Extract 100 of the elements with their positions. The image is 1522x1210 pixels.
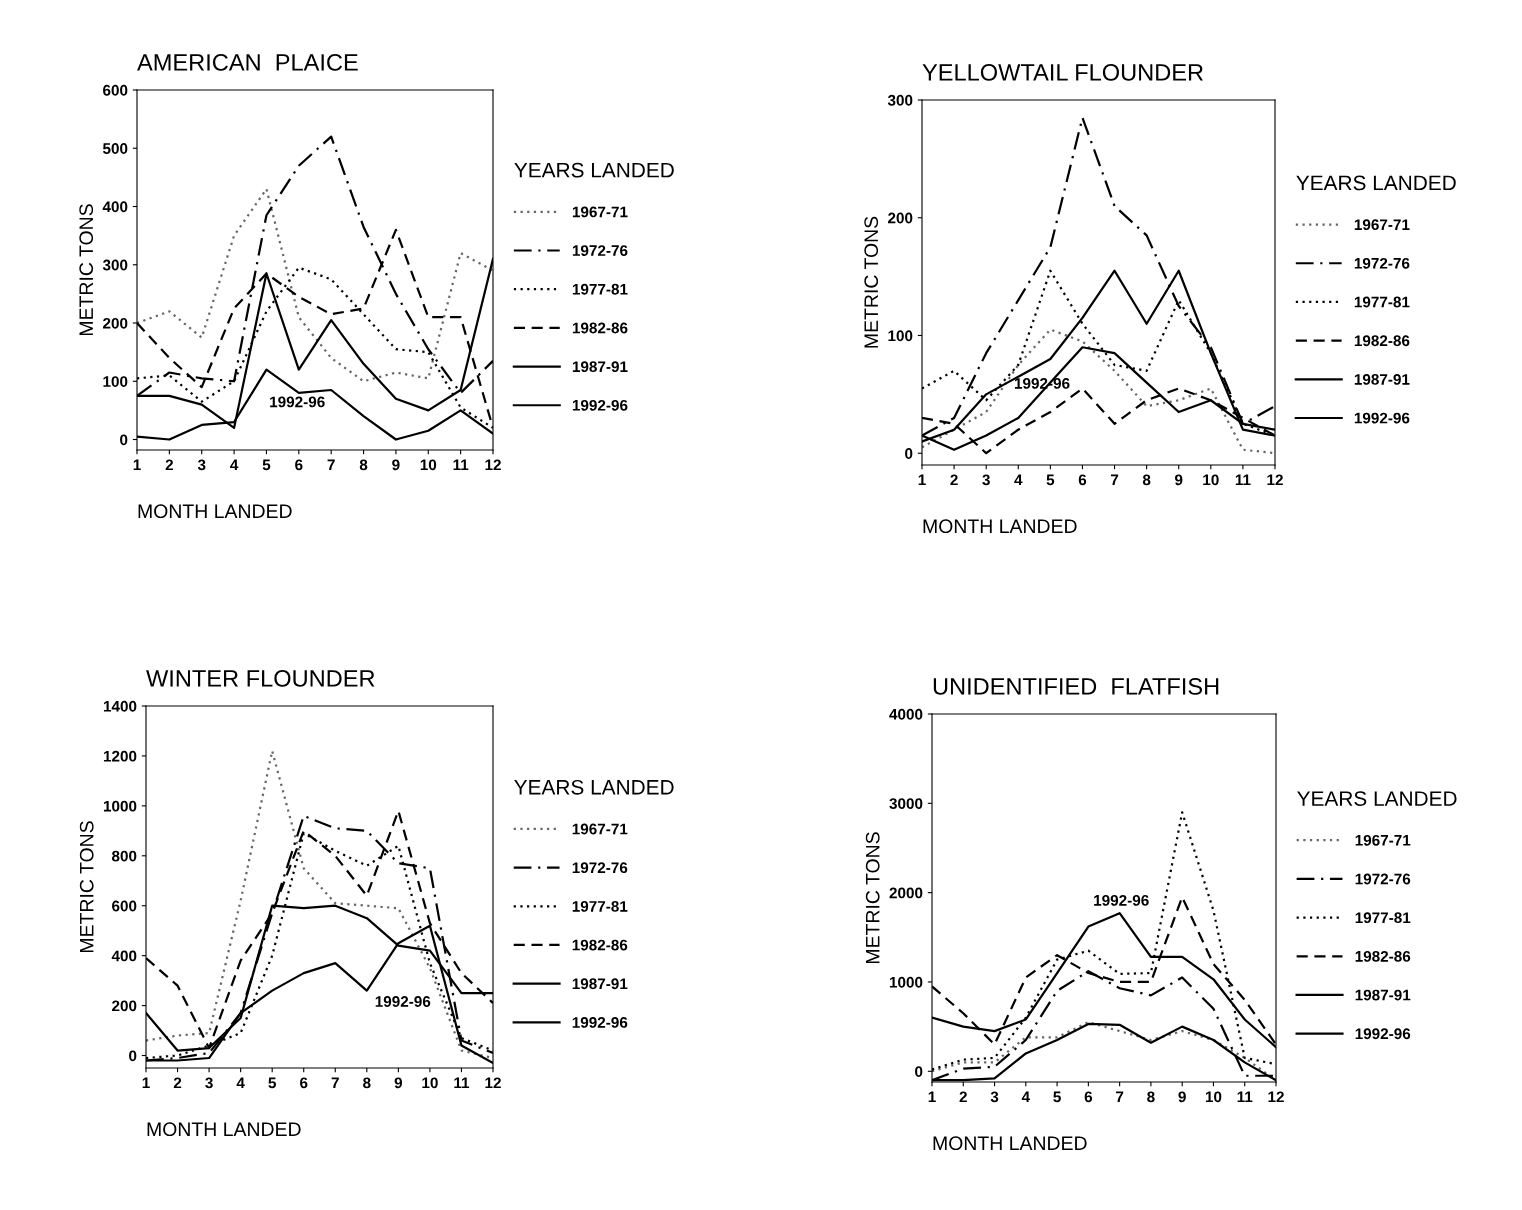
y-tick-label: 0 (129, 1050, 137, 1062)
x-tick-label: 4 (230, 459, 239, 471)
y-tick-label: 1000 (103, 800, 137, 812)
legend-label: 1977-81 (1354, 296, 1410, 308)
x-tick-label: 9 (1178, 1091, 1186, 1103)
x-tick-label: 3 (990, 1091, 999, 1103)
x-tick-label: 6 (1078, 474, 1087, 486)
y-tick-label: 200 (112, 1000, 137, 1012)
y-tick-label: 0 (120, 434, 128, 446)
legend-label: 1987-91 (1355, 989, 1411, 1001)
x-tick-label: 2 (959, 1091, 967, 1103)
y-tick-label: 100 (103, 376, 128, 387)
x-tick-label: 4 (1014, 474, 1023, 486)
x-tick-label: 3 (205, 1077, 213, 1089)
y-tick-label: 1000 (889, 976, 923, 988)
x-tick-label: 11 (454, 1077, 470, 1089)
y-axis-title: METRIC TONS (79, 204, 94, 336)
chart-title: UNIDENTIFIED FLATFISH (933, 678, 1219, 695)
x-tick-label: 11 (453, 459, 469, 471)
x-tick-label: 8 (363, 1077, 371, 1089)
chart-title: WINTER FLOUNDER (146, 670, 375, 687)
legend-label: 1982-86 (572, 939, 628, 951)
legend-label: 1987-91 (572, 978, 628, 990)
x-tick-label: 8 (1147, 1091, 1155, 1103)
legend-label: 1967-71 (572, 823, 628, 835)
y-axis-title: METRIC TONS (864, 216, 879, 348)
y-tick-label: 300 (887, 94, 913, 106)
y-tick-label: 1200 (103, 750, 137, 762)
legend-title: YEARS LANDED (514, 162, 674, 178)
y-tick-label: 600 (112, 900, 137, 912)
y-tick-label: 300 (102, 259, 128, 271)
x-tick-label: 5 (262, 459, 271, 471)
y-tick-label: 400 (102, 201, 128, 213)
x-tick-label: 10 (420, 459, 437, 471)
legend-label: 1992-96 (1354, 412, 1410, 424)
x-tick-label: 4 (1021, 1091, 1030, 1103)
y-tick-label: 600 (103, 84, 128, 96)
x-axis-title: MONTH LANDED (933, 1136, 1087, 1151)
x-tick-label: 1 (133, 459, 141, 471)
legend-label: 1982-86 (572, 322, 628, 334)
x-tick-label: 6 (1084, 1091, 1093, 1103)
x-tick-label: 6 (295, 459, 303, 471)
y-tick-label: 4000 (889, 708, 923, 720)
y-tick-label: 2000 (889, 887, 923, 899)
x-tick-label: 11 (1237, 1091, 1253, 1103)
x-tick-label: 2 (165, 459, 173, 471)
y-tick-label: 500 (102, 143, 128, 154)
legend-label: 1977-81 (1355, 912, 1411, 924)
x-tick-label: 12 (485, 459, 501, 471)
legend-label: 1977-81 (572, 283, 628, 295)
x-tick-label: 2 (173, 1077, 182, 1089)
legend-label: 1967-71 (572, 206, 628, 218)
x-tick-label: 8 (1142, 474, 1151, 486)
x-tick-label: 10 (422, 1077, 438, 1089)
x-tick-label: 5 (1046, 474, 1055, 486)
y-tick-label: 800 (111, 850, 137, 862)
x-tick-label: 9 (1175, 474, 1183, 486)
x-axis-title: MONTH LANDED (138, 504, 292, 519)
y-tick-label: 200 (888, 212, 913, 224)
y-tick-label: 100 (888, 330, 913, 342)
y-tick-label: 0 (905, 448, 913, 459)
legend-label: 1972-76 (1354, 257, 1410, 269)
x-tick-label: 12 (485, 1077, 501, 1089)
x-axis-title: MONTH LANDED (147, 1122, 301, 1137)
y-tick-label: 1400 (103, 700, 137, 712)
legend-label: 1992-96 (572, 399, 628, 411)
x-tick-label: 7 (327, 459, 335, 471)
legend-label: 1967-71 (1355, 834, 1411, 846)
chart-title: YELLOWTAIL FLOUNDER (922, 64, 1203, 81)
legend-label: 1987-91 (572, 361, 628, 373)
annotation: 1992-96 (270, 396, 325, 408)
legend-label: 1972-76 (1355, 873, 1411, 885)
legend-label: 1972-76 (572, 862, 628, 874)
legend-label: 1987-91 (1354, 373, 1410, 385)
x-tick-label: 11 (1235, 474, 1251, 486)
y-axis-title: METRIC TONS (865, 832, 880, 964)
x-tick-label: 5 (1053, 1091, 1061, 1103)
x-tick-label: 3 (197, 459, 206, 471)
x-tick-label: 5 (268, 1077, 276, 1089)
x-axis-title: MONTH LANDED (923, 519, 1077, 534)
x-tick-label: 1 (918, 474, 926, 486)
annotation: 1992-96 (1094, 894, 1149, 906)
x-tick-label: 3 (982, 474, 990, 486)
legend-label: 1992-96 (1355, 1028, 1411, 1040)
x-tick-label: 12 (1267, 474, 1283, 486)
x-tick-label: 9 (394, 1077, 403, 1089)
legend-label: 1982-86 (1355, 950, 1411, 962)
x-tick-label: 9 (392, 459, 400, 471)
x-tick-label: 10 (1205, 1091, 1222, 1103)
x-tick-label: 6 (300, 1077, 308, 1089)
legend-label: 1982-86 (1354, 335, 1410, 347)
x-tick-label: 1 (928, 1091, 936, 1103)
x-tick-label: 2 (950, 474, 958, 486)
legend-label: 1977-81 (572, 900, 628, 912)
y-tick-label: 0 (915, 1066, 923, 1077)
chart-title: AMERICAN PLAICE (137, 54, 358, 71)
x-tick-label: 12 (1268, 1091, 1284, 1103)
x-tick-label: 10 (1203, 474, 1219, 486)
x-tick-label: 7 (1116, 1091, 1124, 1103)
x-tick-label: 7 (1110, 474, 1119, 486)
